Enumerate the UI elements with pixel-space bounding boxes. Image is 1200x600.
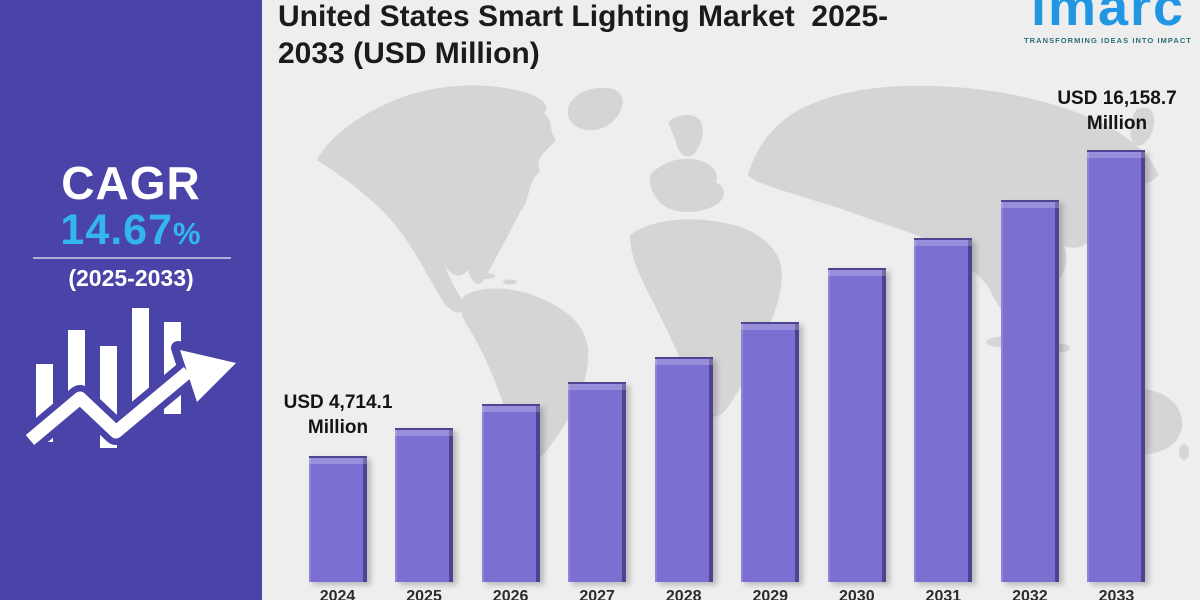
year-label-2032: 2032 (1012, 588, 1048, 600)
bar-2026 (481, 404, 540, 582)
cagr-label: CAGR (61, 157, 201, 209)
bar-2032 (1000, 200, 1059, 582)
cagr-number: 14.67 (60, 206, 174, 254)
bar-2025 (395, 428, 454, 582)
cagr-period: (2025-2033) (68, 265, 194, 291)
first-bar-value-line1: USD 4,714.1 (283, 392, 393, 413)
bar-chart-growth-arrow-icon (21, 300, 245, 465)
bar-2024 (308, 456, 367, 582)
bar-2029 (741, 322, 800, 582)
chart-title-line2: 2033 (USD Million) (278, 37, 540, 70)
bar-2033 (1087, 150, 1146, 582)
bar-2030 (827, 268, 886, 582)
year-label-2031: 2031 (925, 588, 962, 600)
first-bar-value-line2: Million (307, 417, 369, 438)
cagr-panel: CAGR 14.67% (2025-2033) (0, 0, 262, 600)
year-label-2028: 2028 (665, 588, 702, 600)
year-label-2026: 2026 (492, 588, 529, 600)
first-bar-value-label: USD 4,714.1 Million (243, 390, 433, 440)
year-label-2033: 2033 (1098, 588, 1135, 600)
year-label-2030: 2030 (839, 588, 875, 600)
last-bar-value-line1: USD 16,158.7 (1057, 88, 1177, 109)
percent-sign: % (173, 216, 202, 251)
last-bar-value-label: USD 16,158.7 Million (1022, 86, 1200, 136)
year-label-2027: 2027 (579, 588, 615, 600)
chart-title-line1: United States Smart Lighting Market 2025… (278, 0, 889, 33)
bar-2031 (914, 238, 973, 582)
bar-2028 (654, 357, 713, 582)
chart-title: United States Smart Lighting Market 2025… (278, 0, 888, 72)
year-label-2029: 2029 (752, 588, 789, 600)
divider-line (33, 257, 231, 259)
imarc-logo-tagline: TRANSFORMING IDEAS INTO IMPACT (1024, 36, 1192, 45)
imarc-logo: imarc TRANSFORMING IDEAS INTO IMPACT (1016, 0, 1200, 45)
year-label-2024: 2024 (319, 588, 356, 600)
last-bar-value-line2: Million (1086, 113, 1148, 134)
year-label-2025: 2025 (406, 588, 442, 600)
cagr-value: 14.67% (0, 206, 262, 255)
bar-2027 (568, 382, 627, 582)
imarc-logo-text: imarc (1030, 0, 1186, 37)
